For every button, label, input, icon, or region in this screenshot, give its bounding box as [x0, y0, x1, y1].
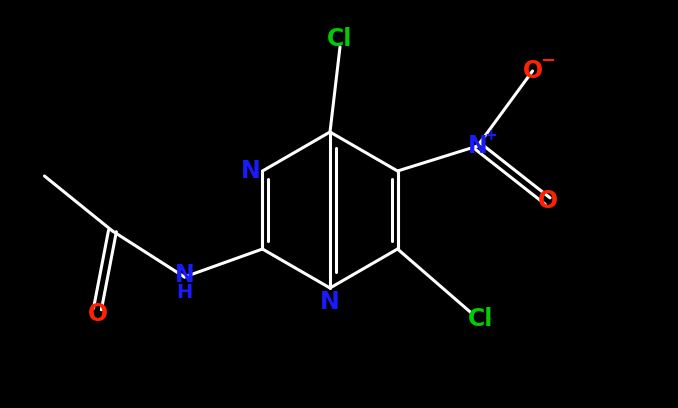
Text: N: N — [241, 159, 260, 183]
Text: Cl: Cl — [327, 27, 353, 51]
Text: −: − — [540, 52, 555, 70]
Text: N: N — [174, 263, 195, 287]
Text: N: N — [320, 290, 340, 314]
Text: N: N — [468, 134, 487, 158]
Text: O: O — [523, 59, 542, 83]
Text: O: O — [538, 189, 557, 213]
Text: O: O — [87, 302, 108, 326]
Text: H: H — [176, 284, 193, 302]
Text: +: + — [484, 129, 497, 144]
Text: Cl: Cl — [468, 307, 493, 331]
